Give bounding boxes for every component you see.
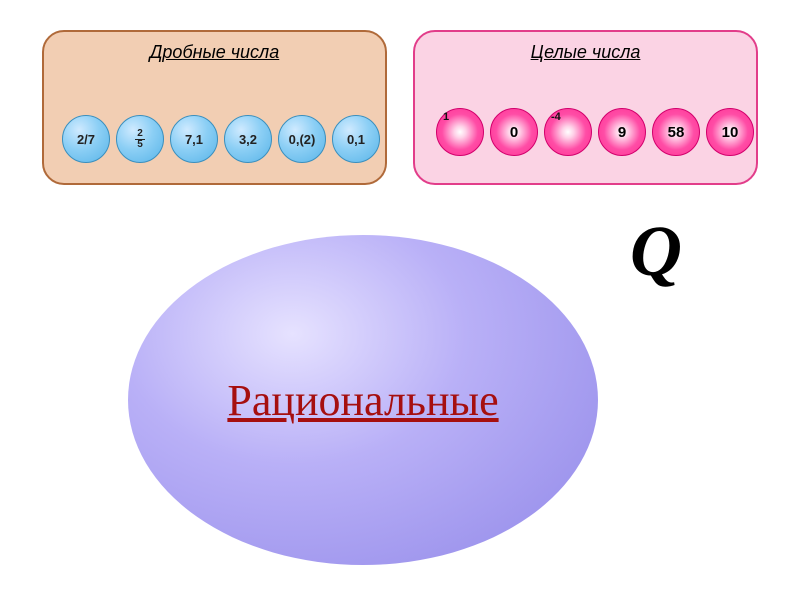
integer-circle: 9	[598, 108, 646, 156]
integer-label-center: 10	[722, 124, 739, 141]
fraction-circle: 0,(2)	[278, 115, 326, 163]
integer-label-center: 0	[510, 124, 518, 141]
fraction-circle: 3,2	[224, 115, 272, 163]
fraction-label-frac: 2 5	[135, 129, 145, 150]
fraction-circle: 7,1	[170, 115, 218, 163]
fraction-label: 2/7	[77, 132, 95, 147]
integers-circles: 1 0 -4 9 58 10	[436, 108, 754, 156]
fraction-label: 7,1	[185, 132, 203, 147]
fractions-circles: 2/7 2 5 7,1 3,2 0,(2) 0,1	[62, 115, 380, 163]
fractions-title: Дробные числа	[44, 42, 385, 63]
fraction-label: 3,2	[239, 132, 257, 147]
fraction-circle: 2/7	[62, 115, 110, 163]
integer-circle: 1	[436, 108, 484, 156]
integer-label-top: -4	[551, 111, 561, 123]
integer-label-center: 58	[668, 124, 685, 141]
integer-circle: 58	[652, 108, 700, 156]
rational-ellipse: Рациональные	[128, 235, 598, 565]
integer-circle: 10	[706, 108, 754, 156]
integer-circle: 0	[490, 108, 538, 156]
integer-label-center: 9	[618, 124, 626, 141]
integer-circle: -4	[544, 108, 592, 156]
integer-label-top: 1	[443, 111, 449, 123]
fraction-circle: 2 5	[116, 115, 164, 163]
fraction-circle: 0,1	[332, 115, 380, 163]
q-symbol: Q	[630, 210, 682, 293]
fraction-label: 0,(2)	[289, 132, 316, 147]
fraction-label: 0,1	[347, 132, 365, 147]
rational-label: Рациональные	[227, 375, 498, 426]
integers-title: Целые числа	[415, 42, 756, 63]
